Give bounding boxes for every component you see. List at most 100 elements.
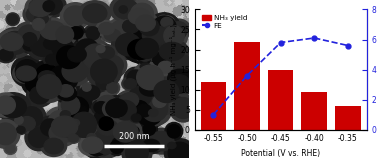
Ellipse shape xyxy=(43,52,62,67)
Ellipse shape xyxy=(30,6,46,20)
Ellipse shape xyxy=(156,81,168,93)
Ellipse shape xyxy=(0,123,16,145)
Ellipse shape xyxy=(68,47,86,62)
Ellipse shape xyxy=(145,66,161,79)
Ellipse shape xyxy=(40,21,65,40)
Ellipse shape xyxy=(34,13,48,24)
Ellipse shape xyxy=(69,27,83,39)
Ellipse shape xyxy=(25,124,53,151)
Ellipse shape xyxy=(57,46,81,69)
Ellipse shape xyxy=(56,89,70,102)
Ellipse shape xyxy=(67,25,85,41)
Ellipse shape xyxy=(118,90,141,110)
Ellipse shape xyxy=(161,107,170,115)
Ellipse shape xyxy=(51,116,77,137)
Ellipse shape xyxy=(63,97,88,119)
Ellipse shape xyxy=(21,107,42,127)
Ellipse shape xyxy=(153,53,166,65)
Ellipse shape xyxy=(112,137,122,145)
Ellipse shape xyxy=(23,33,37,46)
Ellipse shape xyxy=(84,25,102,42)
Ellipse shape xyxy=(6,13,19,26)
Ellipse shape xyxy=(96,75,114,90)
Ellipse shape xyxy=(139,81,161,96)
Ellipse shape xyxy=(79,1,111,26)
Ellipse shape xyxy=(87,138,107,156)
Ellipse shape xyxy=(137,54,152,66)
Ellipse shape xyxy=(127,39,153,60)
Ellipse shape xyxy=(129,127,139,135)
Ellipse shape xyxy=(137,104,152,117)
Ellipse shape xyxy=(69,122,87,138)
Ellipse shape xyxy=(99,47,115,59)
Ellipse shape xyxy=(106,99,127,118)
Ellipse shape xyxy=(137,65,163,90)
Ellipse shape xyxy=(72,111,93,129)
Ellipse shape xyxy=(41,119,59,136)
Ellipse shape xyxy=(17,103,46,131)
Ellipse shape xyxy=(26,75,46,93)
Ellipse shape xyxy=(135,38,162,65)
Ellipse shape xyxy=(56,26,74,43)
Ellipse shape xyxy=(114,0,138,19)
Ellipse shape xyxy=(145,128,178,154)
Ellipse shape xyxy=(161,17,173,27)
Ellipse shape xyxy=(118,5,129,14)
Ellipse shape xyxy=(170,22,188,38)
Ellipse shape xyxy=(136,15,162,39)
Ellipse shape xyxy=(110,97,140,123)
Ellipse shape xyxy=(158,15,169,24)
Bar xyxy=(201,82,226,130)
Ellipse shape xyxy=(142,18,165,36)
Ellipse shape xyxy=(159,16,175,29)
Ellipse shape xyxy=(136,15,155,31)
Ellipse shape xyxy=(45,120,78,146)
Ellipse shape xyxy=(166,141,177,150)
Ellipse shape xyxy=(172,25,188,41)
Ellipse shape xyxy=(56,109,70,119)
Legend: NH₃ yield, FE: NH₃ yield, FE xyxy=(200,13,249,31)
Ellipse shape xyxy=(29,0,42,11)
Ellipse shape xyxy=(0,47,15,63)
Ellipse shape xyxy=(150,51,168,67)
Ellipse shape xyxy=(64,6,87,26)
Ellipse shape xyxy=(105,106,116,115)
Ellipse shape xyxy=(54,84,80,103)
Ellipse shape xyxy=(168,142,192,158)
Ellipse shape xyxy=(97,119,118,135)
Ellipse shape xyxy=(176,75,185,82)
Ellipse shape xyxy=(161,26,181,43)
Ellipse shape xyxy=(151,92,164,101)
Ellipse shape xyxy=(93,138,112,156)
Ellipse shape xyxy=(68,134,78,142)
Ellipse shape xyxy=(60,111,70,119)
Ellipse shape xyxy=(0,30,27,54)
Ellipse shape xyxy=(173,98,194,118)
Ellipse shape xyxy=(70,118,81,127)
Ellipse shape xyxy=(31,60,64,92)
Ellipse shape xyxy=(108,18,135,37)
Ellipse shape xyxy=(99,117,113,130)
Ellipse shape xyxy=(108,138,126,155)
Ellipse shape xyxy=(22,72,50,96)
Ellipse shape xyxy=(13,64,40,83)
Ellipse shape xyxy=(137,92,172,126)
Ellipse shape xyxy=(91,59,117,84)
Ellipse shape xyxy=(102,96,131,121)
Ellipse shape xyxy=(23,29,39,41)
Ellipse shape xyxy=(60,124,74,137)
Ellipse shape xyxy=(44,107,76,136)
Ellipse shape xyxy=(94,117,121,138)
Ellipse shape xyxy=(95,44,106,54)
Ellipse shape xyxy=(44,67,57,76)
Ellipse shape xyxy=(48,65,58,74)
Ellipse shape xyxy=(0,96,26,118)
Ellipse shape xyxy=(132,61,168,94)
Ellipse shape xyxy=(14,22,43,47)
Ellipse shape xyxy=(138,62,152,72)
Ellipse shape xyxy=(31,16,47,32)
Ellipse shape xyxy=(150,93,169,109)
Ellipse shape xyxy=(134,25,152,41)
Ellipse shape xyxy=(36,0,66,18)
Ellipse shape xyxy=(37,75,61,98)
